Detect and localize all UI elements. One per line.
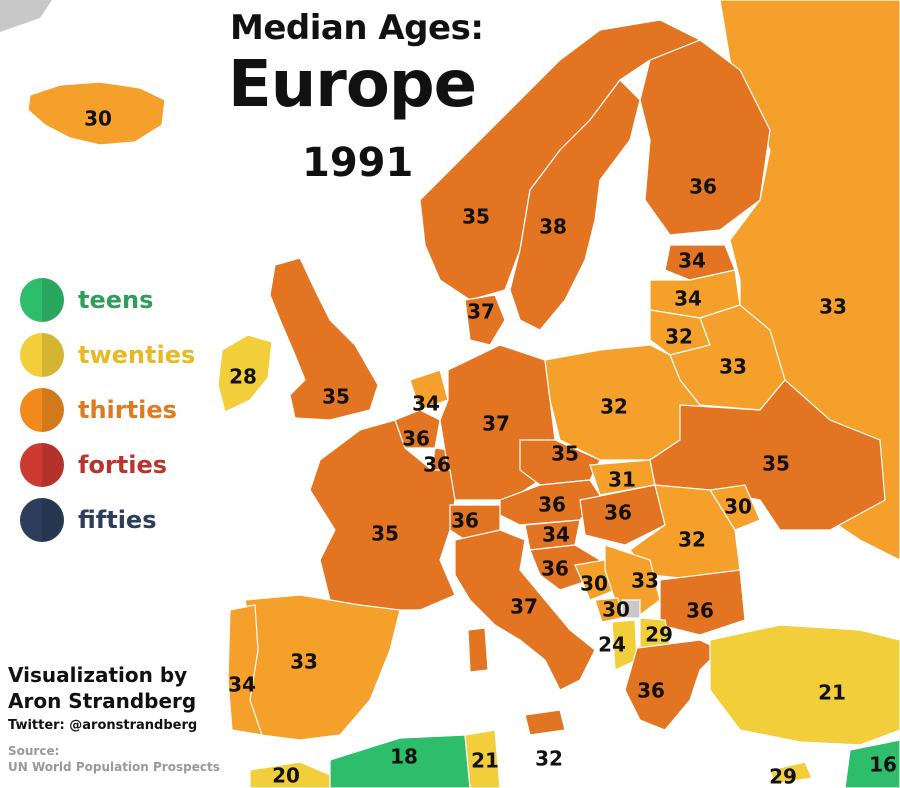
region-Sicily [524,709,566,736]
region-Bulgaria [659,569,746,636]
age-label-luxembourg: 36 [423,453,451,477]
legend-label-forties: forties [78,450,168,479]
age-label-algeria: 18 [390,745,418,769]
age-label-lithuania: 32 [665,325,693,349]
age-label-syria: 16 [869,753,897,777]
age-label-italy: 37 [510,595,538,619]
age-label-bosnia-and-herzegovina: 30 [580,572,608,596]
age-label-ireland: 28 [229,365,257,389]
region-Ukraine [649,379,886,531]
age-label-estonia: 34 [678,249,706,273]
title-year: 1991 [302,140,414,186]
credit-block: Visualization by Aron Strandberg Twitter… [8,662,220,775]
legend-label-fifties: fifties [78,505,157,534]
age-label-bulgaria: 36 [686,599,714,623]
age-label-moldova: 30 [724,495,752,519]
age-label-serbia: 33 [631,569,659,593]
age-label-sweden: 38 [539,215,567,239]
age-label-croatia: 36 [541,557,569,581]
age-label-ukraine: 35 [762,452,790,476]
age-label-north-macedonia: 29 [645,623,673,647]
age-label-france: 35 [371,522,399,546]
age-label-switzerland: 36 [451,509,479,533]
region-Hungary [579,484,666,546]
age-label-belarus: 33 [719,355,747,379]
title-line-1: Median Ages: [230,8,484,48]
region-Sardinia [467,627,489,673]
legend-dot-thirties [20,387,64,432]
region-Sweden [509,79,641,331]
age-label-slovenia: 34 [542,523,570,547]
legend: teens twenties thirties forties fifties [20,272,195,547]
region-France [309,419,456,611]
credit-source-label: Source: [8,744,60,758]
age-label-tunisia: 21 [471,749,499,773]
legend-dot-twenties [20,332,64,377]
age-label-malta: 32 [535,747,563,771]
region-Italy [454,529,596,691]
credit-line-2: Aron Strandberg [8,689,197,713]
age-label-latvia: 34 [674,287,702,311]
age-label-russia: 33 [819,295,847,319]
age-label-united-kingdom: 35 [322,385,350,409]
age-label-albania: 24 [598,633,626,657]
region-Finland [639,39,771,236]
region-Cyprus [769,761,813,785]
region-Denmark [464,294,506,346]
age-label-iceland: 30 [84,107,112,131]
region-Syria [844,739,900,788]
legend-label-twenties: twenties [78,340,196,369]
region-Ireland [217,334,273,413]
age-label-spain: 33 [290,650,318,674]
legend-item-teens: teens [20,272,195,327]
legend-item-fifties: fifties [20,492,195,547]
age-label-montenegro: 30 [602,598,630,622]
age-label-czechia: 35 [551,442,579,466]
age-label-norway: 35 [462,205,490,229]
age-label-finland: 36 [689,175,717,199]
credit-source: UN World Population Prospects [8,760,220,774]
legend-dot-teens [20,277,64,322]
age-label-hungary: 36 [604,501,632,525]
region-UnitedKingdom [269,257,379,421]
region-Turkey [709,624,900,746]
age-label-portugal: 34 [228,673,256,697]
region-Portugal [227,604,263,736]
age-label-netherlands: 34 [412,392,440,416]
age-label-morocco: 20 [272,764,300,788]
age-label-austria: 36 [538,493,566,517]
region-Tunisia [464,729,501,788]
legend-item-twenties: twenties [20,327,195,382]
age-label-germany: 37 [482,412,510,436]
region-Belarus [669,304,786,411]
legend-label-thirties: thirties [78,395,177,424]
age-label-cyprus: 29 [769,765,797,788]
title-line-2: Europe [228,48,477,122]
age-label-poland: 32 [600,395,628,419]
legend-label-teens: teens [78,285,154,314]
legend-dot-forties [20,442,64,487]
age-label-greece: 36 [637,679,665,703]
credit-twitter: Twitter: @aronstrandberg [8,718,198,733]
region-Iceland [27,81,166,146]
age-label-denmark: 37 [467,300,495,324]
region-Greece [624,639,722,731]
age-label-turkey: 21 [818,681,846,705]
credit-line-1: Visualization by [8,663,188,687]
age-label-romania: 32 [678,528,706,552]
legend-item-forties: forties [20,437,195,492]
age-label-belgium: 36 [402,427,430,451]
legend-item-thirties: thirties [20,382,195,437]
legend-dot-fifties [20,497,64,542]
age-label-slovakia: 31 [608,468,636,492]
